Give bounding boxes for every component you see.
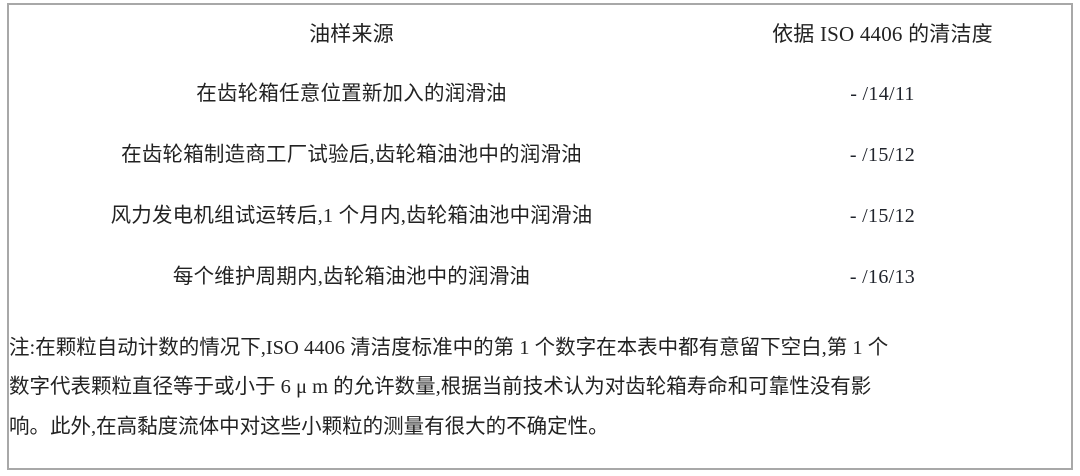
note-line-1: 注:在颗粒自动计数的情况下,ISO 4406 清洁度标准中的第 1 个数字在本表… <box>9 336 889 359</box>
cell-source-4: 每个维护周期内,齿轮箱油池中的润滑油 <box>172 265 531 288</box>
column-header-oil-sample-source: 油样来源 <box>309 22 394 47</box>
table-row: 风力发电机组试运转后,1 个月内,齿轮箱油池中润滑油 - /15/12 <box>9 186 1071 247</box>
cleanliness-table-container: 油样来源 依据 ISO 4406 的清洁度 在齿轮箱任意位置新加入的润滑油 - … <box>7 3 1073 470</box>
table-row: 在齿轮箱任意位置新加入的润滑油 - /14/11 <box>9 64 1071 125</box>
note-line-2: 数字代表颗粒直径等于或小于 6 μ m 的允许数量,根据当前技术认为对齿轮箱寿命… <box>9 376 872 399</box>
oil-cleanliness-table: 油样来源 依据 ISO 4406 的清洁度 在齿轮箱任意位置新加入的润滑油 - … <box>9 5 1071 468</box>
cell-source-1: 在齿轮箱任意位置新加入的润滑油 <box>196 82 507 105</box>
table-row: 在齿轮箱制造商工厂试验后,齿轮箱油池中的润滑油 - /15/12 <box>9 125 1071 186</box>
table-note-row: 注:在颗粒自动计数的情况下,ISO 4406 清洁度标准中的第 1 个数字在本表… <box>9 308 1071 468</box>
cell-cleanliness-2: - /15/12 <box>849 144 916 166</box>
cell-cleanliness-1: - /14/11 <box>850 83 915 105</box>
table-note: 注:在颗粒自动计数的情况下,ISO 4406 清洁度标准中的第 1 个数字在本表… <box>9 329 1071 447</box>
cell-source-3: 风力发电机组试运转后,1 个月内,齿轮箱油池中润滑油 <box>110 204 593 227</box>
table-header-row: 油样来源 依据 ISO 4406 的清洁度 <box>9 5 1071 64</box>
table-note-cell: 注:在颗粒自动计数的情况下,ISO 4406 清洁度标准中的第 1 个数字在本表… <box>9 308 1071 468</box>
cell-cleanliness-4: - /16/13 <box>849 266 916 288</box>
note-line-3: 响。此外,在高黏度流体中对这些小颗粒的测量有很大的不确定性。 <box>9 415 609 438</box>
column-header-cleanliness-iso4406: 依据 ISO 4406 的清洁度 <box>772 22 993 47</box>
cell-cleanliness-3: - /15/12 <box>849 205 916 227</box>
table-row: 每个维护周期内,齿轮箱油池中的润滑油 - /16/13 <box>9 247 1071 308</box>
cell-source-2: 在齿轮箱制造商工厂试验后,齿轮箱油池中的润滑油 <box>121 143 582 166</box>
